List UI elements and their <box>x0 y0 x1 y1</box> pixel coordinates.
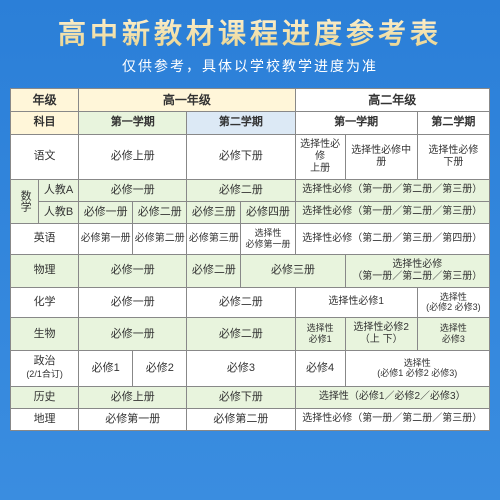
cell: 选择性必修（第一册／第二册／第三册） <box>295 201 489 223</box>
g1-s1: 第一学期 <box>79 112 187 134</box>
subj-yuwen: 语文 <box>11 134 79 179</box>
cell: 必修2 <box>133 351 187 386</box>
cell: 必修二册 <box>133 201 187 223</box>
cell: 选择性必修中册 <box>345 134 417 179</box>
cell: 必修一册 <box>79 201 133 223</box>
table-row: 英语 必修第一册 必修第二册 必修第三册 选择性必修第一册 选择性必修（第二册／… <box>11 223 490 254</box>
cell: 选择性必修上册 <box>295 134 345 179</box>
cell: 必修第一册 <box>79 223 133 254</box>
page-subtitle: 仅供参考，具体以学校教学进度为准 <box>0 56 500 76</box>
cell: 必修四册 <box>241 201 295 223</box>
cell: 必修一册 <box>79 287 187 318</box>
cell: 必修一册 <box>79 179 187 201</box>
cell: 选择性必修2（上 下） <box>345 318 417 351</box>
table-row: 地理 必修第一册 必修第二册 选择性必修（第一册／第二册／第三册） <box>11 408 490 430</box>
subj-renA: 人教A <box>39 179 79 201</box>
cell: 必修二册 <box>187 179 295 201</box>
schedule-table: 年级 高一年级 高二年级 科目 第一学期 第二学期 第一学期 第二学期 语文 必… <box>10 88 490 431</box>
cell: 选择性必修（第一册／第二册／第三册） <box>295 179 489 201</box>
subj-phy: 物理 <box>11 254 79 287</box>
cell: 选择性必修（第一册／第二册／第三册） <box>295 408 489 430</box>
cell: 必修下册 <box>187 386 295 408</box>
cell: 必修上册 <box>79 386 187 408</box>
cell: 必修第二册 <box>187 408 295 430</box>
table-row: 语文 必修上册 必修下册 选择性必修上册 选择性必修中册 选择性必修下册 <box>11 134 490 179</box>
table-wrap: 年级 高一年级 高二年级 科目 第一学期 第二学期 第一学期 第二学期 语文 必… <box>0 80 500 441</box>
cell: 必修三册 <box>187 201 241 223</box>
table-row: 政治 (2/1合订) 必修1 必修2 必修3 必修4 选择性(必修1 必修2 必… <box>11 351 490 386</box>
cell: 必修二册 <box>187 318 295 351</box>
table-row: 科目 第一学期 第二学期 第一学期 第二学期 <box>11 112 490 134</box>
table-row: 年级 高一年级 高二年级 <box>11 89 490 112</box>
cell: 选择性必修第一册 <box>241 223 295 254</box>
cell: 必修二册 <box>187 254 241 287</box>
cell: 选择性必修3 <box>417 318 489 351</box>
table-row: 人教B 必修一册 必修二册 必修三册 必修四册 选择性必修（第一册／第二册／第三… <box>11 201 490 223</box>
cell: 必修第二册 <box>133 223 187 254</box>
table-row: 历史 必修上册 必修下册 选择性（必修1／必修2／必修3） <box>11 386 490 408</box>
g2-s2: 第二学期 <box>417 112 489 134</box>
subj-chem: 化学 <box>11 287 79 318</box>
cell: 必修下册 <box>187 134 295 179</box>
subj-eng: 英语 <box>11 223 79 254</box>
cell: 选择性（必修1／必修2／必修3） <box>295 386 489 408</box>
cell: 必修1 <box>79 351 133 386</box>
col-subject: 科目 <box>11 112 79 134</box>
header: 高中新教材课程进度参考表 仅供参考，具体以学校教学进度为准 <box>0 0 500 80</box>
cell: 选择性必修（第二册／第三册／第四册） <box>295 223 489 254</box>
cell: 选择性必修（第一册／第二册／第三册） <box>345 254 489 287</box>
cell: 选择性(必修1 必修2 必修3) <box>345 351 489 386</box>
col-grade: 年级 <box>11 89 79 112</box>
table-row: 物理 必修一册 必修二册 必修三册 选择性必修（第一册／第二册／第三册） <box>11 254 490 287</box>
cell: 必修一册 <box>79 254 187 287</box>
cell: 选择性必修1 <box>295 287 417 318</box>
g2-s1: 第一学期 <box>295 112 417 134</box>
cell: 选择性必修下册 <box>417 134 489 179</box>
cell: 必修上册 <box>79 134 187 179</box>
subj-geo: 地理 <box>11 408 79 430</box>
cell: 必修三册 <box>241 254 345 287</box>
g1-s2: 第二学期 <box>187 112 295 134</box>
subj-pol-label: 政治 <box>34 355 56 367</box>
cell: 必修第一册 <box>79 408 187 430</box>
col-g1: 高一年级 <box>79 89 295 112</box>
subj-math: 数学 <box>11 179 39 223</box>
cell: 必修一册 <box>79 318 187 351</box>
subj-renB: 人教B <box>39 201 79 223</box>
cell: 必修4 <box>295 351 345 386</box>
cell: 必修第三册 <box>187 223 241 254</box>
table-row: 化学 必修一册 必修二册 选择性必修1 选择性(必修2 必修3) <box>11 287 490 318</box>
subj-bio: 生物 <box>11 318 79 351</box>
cell: 选择性(必修2 必修3) <box>417 287 489 318</box>
col-g2: 高二年级 <box>295 89 489 112</box>
table-row: 数学 人教A 必修一册 必修二册 选择性必修（第一册／第二册／第三册） <box>11 179 490 201</box>
page-title: 高中新教材课程进度参考表 <box>58 12 442 52</box>
subj-pol: 政治 (2/1合订) <box>11 351 79 386</box>
cell: 必修3 <box>187 351 295 386</box>
subj-pol-sub: (2/1合订) <box>26 369 63 379</box>
subj-hist: 历史 <box>11 386 79 408</box>
cell: 必修二册 <box>187 287 295 318</box>
cell: 选择性必修1 <box>295 318 345 351</box>
table-row: 生物 必修一册 必修二册 选择性必修1 选择性必修2（上 下） 选择性必修3 <box>11 318 490 351</box>
